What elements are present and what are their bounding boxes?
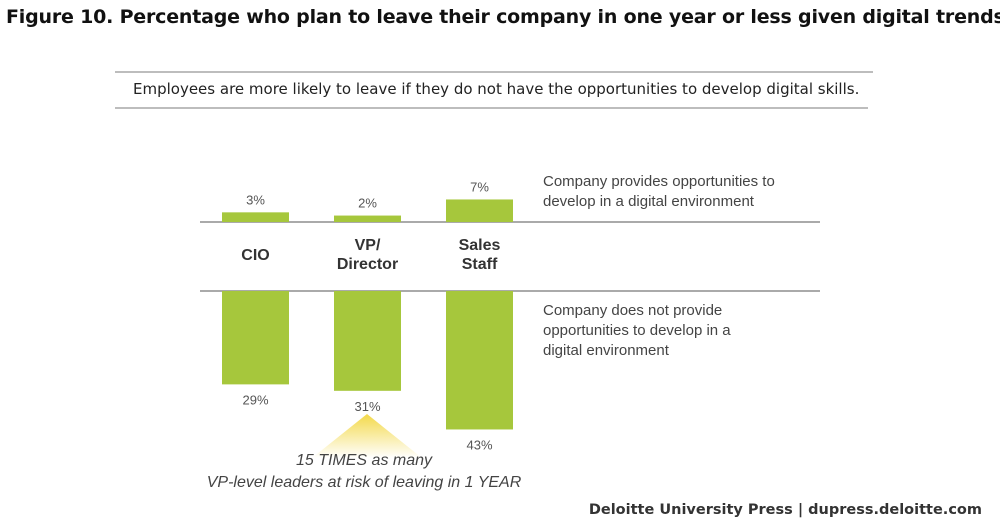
data-label-no-provide: 29% [242, 392, 268, 407]
footer-credit: Deloitte University Press | dupress.delo… [588, 502, 982, 518]
category-label: Director [337, 256, 398, 273]
legend-no-provide: Company does not provide [543, 302, 722, 319]
data-label-provides: 7% [470, 179, 489, 194]
legend-provides: Company provides opportunities to [543, 173, 775, 190]
data-label-no-provide: 31% [354, 399, 380, 414]
data-label-no-provide: 43% [466, 437, 492, 452]
annotation-text: 15 TIMES as many [296, 452, 433, 469]
category-label: Sales [459, 237, 501, 254]
annotation-text: VP-level leaders at risk of leaving in 1… [207, 474, 522, 491]
data-label-provides: 2% [358, 196, 377, 211]
chart-subtitle: Employees are more likely to leave if th… [133, 80, 860, 98]
data-label-provides: 3% [246, 192, 265, 207]
legend-provides: develop in a digital environment [543, 193, 755, 210]
bar-no-provide-0 [222, 291, 289, 385]
chart-title: Figure 10. Percentage who plan to leave … [6, 6, 1000, 28]
legend-no-provide: digital environment [543, 342, 670, 359]
highlight-triangle [312, 414, 422, 458]
bar-no-provide-1 [334, 291, 401, 391]
category-label: VP/ [355, 237, 381, 254]
bar-provides-0 [222, 212, 289, 222]
subtitle-top-rule [115, 71, 873, 73]
bar-provides-1 [334, 215, 401, 222]
bar-provides-2 [446, 199, 513, 222]
category-label: CIO [241, 247, 269, 264]
legend-no-provide: opportunities to develop in a [543, 322, 731, 339]
subtitle-bottom-rule [115, 107, 868, 109]
category-label: Staff [462, 256, 498, 273]
bar-no-provide-2 [446, 291, 513, 430]
